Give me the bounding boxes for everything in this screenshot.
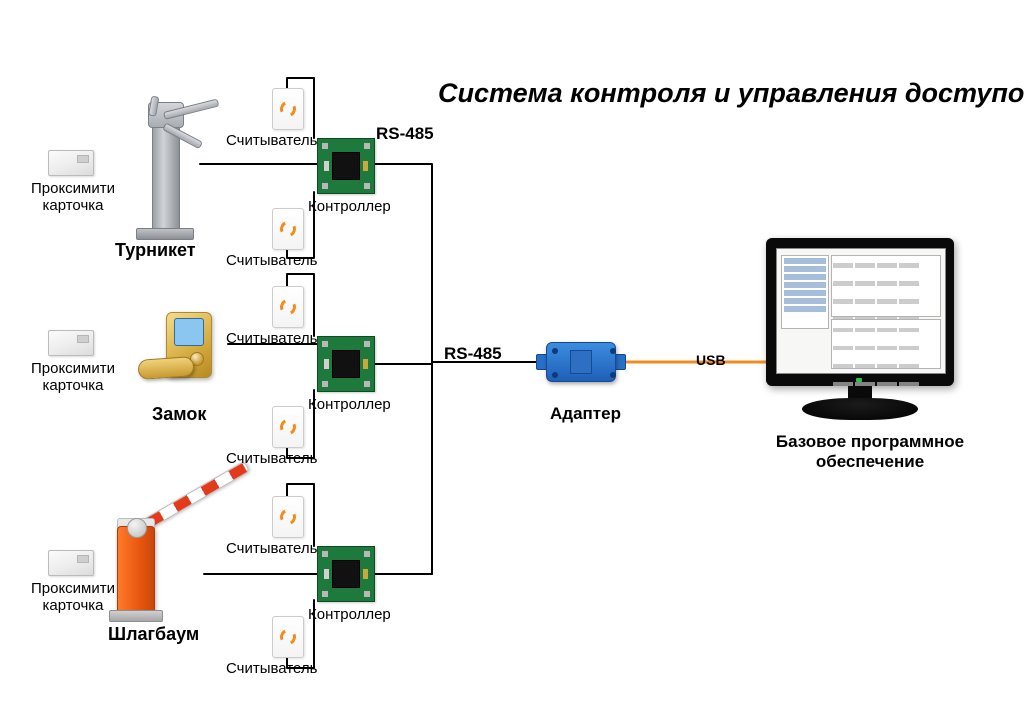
label-rs485_mid: RS-485 [444, 344, 502, 364]
label-adapter_lbl: Адаптер [550, 404, 621, 424]
controller-3-icon [317, 546, 375, 602]
label-rs485_top: RS-485 [376, 124, 434, 144]
prox-card-2 [48, 330, 94, 356]
label-r2b_lbl: Считыватель [226, 450, 317, 467]
label-turnstile_lbl: Турникет [115, 240, 196, 261]
turnstile-icon [122, 92, 202, 242]
label-r3a_lbl: Считыватель [226, 540, 317, 557]
lock-icon [148, 312, 228, 412]
reader-1b-icon [272, 208, 304, 250]
label-software_lbl: Базовое программное обеспечение [760, 432, 980, 472]
reader-1a-icon [272, 88, 304, 130]
adapter-icon [536, 336, 624, 386]
label-c3_lbl: Контроллер [308, 606, 391, 623]
label-card2_lbl: Проксимити карточка [28, 360, 118, 394]
reader-2a-icon [272, 286, 304, 328]
controller-2-icon [317, 336, 375, 392]
label-r2a_lbl: Считыватель [226, 330, 317, 347]
label-lock_lbl: Замок [152, 404, 206, 425]
label-r3b_lbl: Считыватель [226, 660, 317, 677]
label-usb_lbl: USB [696, 352, 726, 368]
label-r1b_lbl: Считыватель [226, 252, 317, 269]
label-r1a_lbl: Считыватель [226, 132, 317, 149]
label-c1_lbl: Контроллер [308, 198, 391, 215]
monitor-icon [760, 238, 960, 428]
prox-card-1 [48, 150, 94, 176]
diagram-title: Система контроля и управления доступом [438, 78, 1024, 109]
label-card3_lbl: Проксимити карточка [28, 580, 118, 614]
reader-3a-icon [272, 496, 304, 538]
label-c2_lbl: Контроллер [308, 396, 391, 413]
controller-1-icon [317, 138, 375, 194]
reader-2b-icon [272, 406, 304, 448]
label-barrier_lbl: Шлагбаум [108, 624, 199, 645]
label-card1_lbl: Проксимити карточка [28, 180, 118, 214]
reader-3b-icon [272, 616, 304, 658]
